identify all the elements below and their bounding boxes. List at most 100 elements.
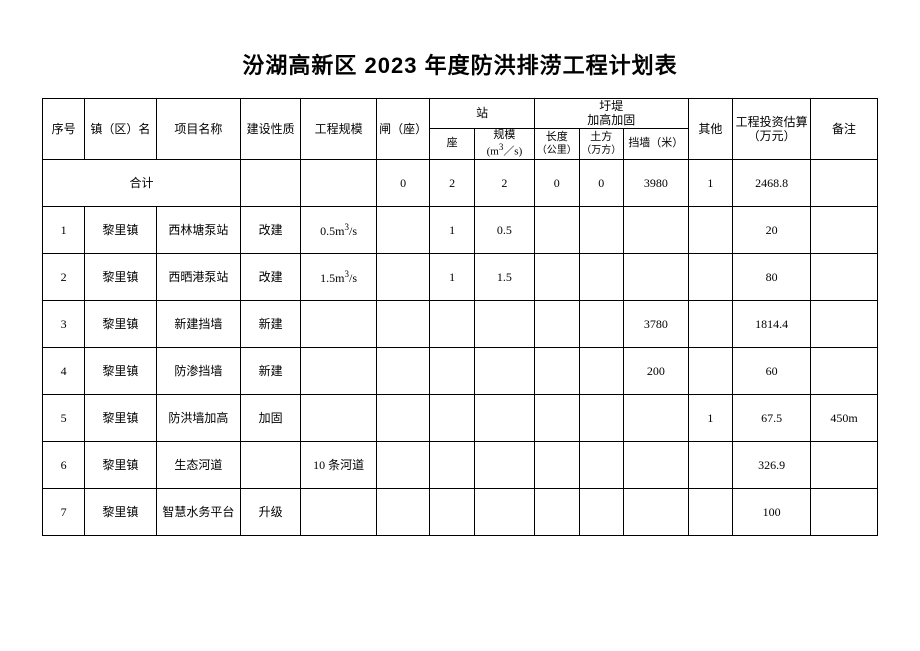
hdr-stn-scale: 规模(m3／s) [474, 128, 534, 159]
hdr-town: 镇（区）名 [85, 99, 156, 160]
cell-idx: 6 [43, 441, 85, 488]
cell-cost: 100 [733, 488, 811, 535]
hdr-idx: 序号 [43, 99, 85, 160]
cell-earth [579, 347, 624, 394]
total-wall: 3980 [624, 159, 689, 206]
table-row: 2黎里镇西晒港泵站改建1.5m3/s11.580 [43, 253, 878, 300]
cell-note [811, 253, 878, 300]
cell-length [534, 347, 579, 394]
cell-town: 黎里镇 [85, 206, 156, 253]
page-title: 汾湖高新区 2023 年度防洪排涝工程计划表 [42, 48, 878, 80]
total-stn-scale: 2 [474, 159, 534, 206]
cell-length [534, 253, 579, 300]
cell-cost: 20 [733, 206, 811, 253]
cell-stn-count: 1 [430, 253, 475, 300]
total-gate: 0 [376, 159, 429, 206]
cell-idx: 3 [43, 300, 85, 347]
cell-note [811, 441, 878, 488]
cell-nature: 改建 [241, 253, 301, 300]
cell-nature: 改建 [241, 206, 301, 253]
cell-length [534, 394, 579, 441]
cell-stn-scale: 0.5 [474, 206, 534, 253]
hdr-dike-group: 圩堤加高加固 [534, 99, 688, 129]
cell-nature: 升级 [241, 488, 301, 535]
table-row: 4黎里镇防渗挡墙新建20060 [43, 347, 878, 394]
total-note [811, 159, 878, 206]
total-row: 合计 0 2 2 0 0 3980 1 2468.8 [43, 159, 878, 206]
cell-cost: 80 [733, 253, 811, 300]
cell-cost: 1814.4 [733, 300, 811, 347]
cell-stn-scale: 1.5 [474, 253, 534, 300]
cell-cost: 67.5 [733, 394, 811, 441]
total-stn-count: 2 [430, 159, 475, 206]
cell-gate [376, 441, 429, 488]
cell-project: 防渗挡墙 [156, 347, 241, 394]
cell-stn-scale [474, 300, 534, 347]
cell-nature: 新建 [241, 300, 301, 347]
table-row: 1黎里镇西林塘泵站改建0.5m3/s10.520 [43, 206, 878, 253]
hdr-length: 长度（公里） [534, 128, 579, 159]
cell-project: 西林塘泵站 [156, 206, 241, 253]
total-scale [301, 159, 377, 206]
cell-note [811, 206, 878, 253]
cell-nature: 新建 [241, 347, 301, 394]
cell-stn-count [430, 441, 475, 488]
page: 汾湖高新区 2023 年度防洪排涝工程计划表 序号 镇（区）名 项目名称 建设性… [0, 0, 920, 536]
cell-note: 450m [811, 394, 878, 441]
cell-stn-scale [474, 347, 534, 394]
hdr-gate: 闸（座） [376, 99, 429, 160]
cell-length [534, 441, 579, 488]
table-row: 5黎里镇防洪墙加高加固167.5450m [43, 394, 878, 441]
hdr-note: 备注 [811, 99, 878, 160]
cell-scale [301, 488, 377, 535]
cell-gate [376, 394, 429, 441]
cell-wall [624, 394, 689, 441]
cell-other [688, 347, 733, 394]
cell-gate [376, 347, 429, 394]
hdr-cost: 工程投资估算（万元） [733, 99, 811, 160]
cell-stn-count: 1 [430, 206, 475, 253]
cell-earth [579, 206, 624, 253]
hdr-wall: 挡墙（米） [624, 128, 689, 159]
cell-note [811, 347, 878, 394]
cell-length [534, 300, 579, 347]
cell-other [688, 206, 733, 253]
total-other: 1 [688, 159, 733, 206]
cell-length [534, 206, 579, 253]
cell-scale: 1.5m3/s [301, 253, 377, 300]
cell-project: 防洪墙加高 [156, 394, 241, 441]
hdr-scale: 工程规模 [301, 99, 377, 160]
cell-town: 黎里镇 [85, 300, 156, 347]
hdr-stn-count: 座 [430, 128, 475, 159]
cell-scale: 10 条河道 [301, 441, 377, 488]
cell-cost: 60 [733, 347, 811, 394]
cell-scale [301, 394, 377, 441]
cell-wall [624, 488, 689, 535]
cell-other [688, 441, 733, 488]
cell-earth [579, 441, 624, 488]
cell-scale [301, 347, 377, 394]
cell-town: 黎里镇 [85, 253, 156, 300]
cell-town: 黎里镇 [85, 488, 156, 535]
cell-earth [579, 394, 624, 441]
hdr-station-group: 站 [430, 99, 535, 129]
cell-earth [579, 300, 624, 347]
cell-other [688, 300, 733, 347]
cell-length [534, 488, 579, 535]
cell-project: 新建挡墙 [156, 300, 241, 347]
cell-gate [376, 300, 429, 347]
total-cost: 2468.8 [733, 159, 811, 206]
cell-idx: 7 [43, 488, 85, 535]
cell-cost: 326.9 [733, 441, 811, 488]
cell-wall [624, 206, 689, 253]
cell-wall [624, 253, 689, 300]
cell-stn-count [430, 300, 475, 347]
cell-nature: 加固 [241, 394, 301, 441]
total-nature [241, 159, 301, 206]
cell-town: 黎里镇 [85, 394, 156, 441]
table-row: 7黎里镇智慧水务平台升级100 [43, 488, 878, 535]
cell-project: 生态河道 [156, 441, 241, 488]
cell-idx: 4 [43, 347, 85, 394]
cell-note [811, 488, 878, 535]
cell-stn-count [430, 394, 475, 441]
